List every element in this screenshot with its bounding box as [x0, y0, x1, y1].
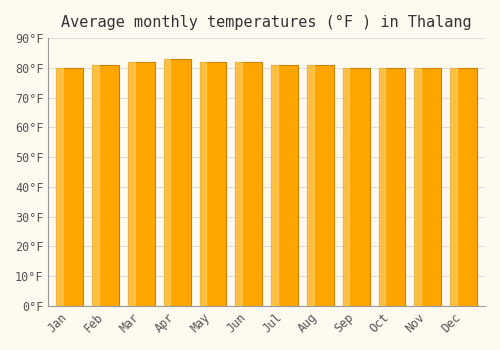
Bar — [236, 62, 262, 306]
Bar — [128, 62, 134, 306]
Bar — [200, 62, 206, 306]
Bar — [450, 68, 477, 306]
Bar — [414, 68, 421, 306]
Bar — [56, 68, 84, 306]
Bar — [307, 65, 334, 306]
Bar — [342, 68, 349, 306]
Bar — [450, 68, 457, 306]
Bar — [164, 59, 190, 306]
Bar — [378, 68, 385, 306]
Bar — [128, 62, 155, 306]
Bar — [271, 65, 298, 306]
Bar — [164, 59, 170, 306]
Bar — [414, 68, 441, 306]
Bar — [378, 68, 406, 306]
Bar — [200, 62, 226, 306]
Bar — [307, 65, 314, 306]
Bar — [92, 65, 99, 306]
Bar — [271, 65, 278, 306]
Bar — [236, 62, 242, 306]
Title: Average monthly temperatures (°F ) in Thalang: Average monthly temperatures (°F ) in Th… — [62, 15, 472, 30]
Bar — [342, 68, 369, 306]
Bar — [56, 68, 63, 306]
Bar — [92, 65, 119, 306]
